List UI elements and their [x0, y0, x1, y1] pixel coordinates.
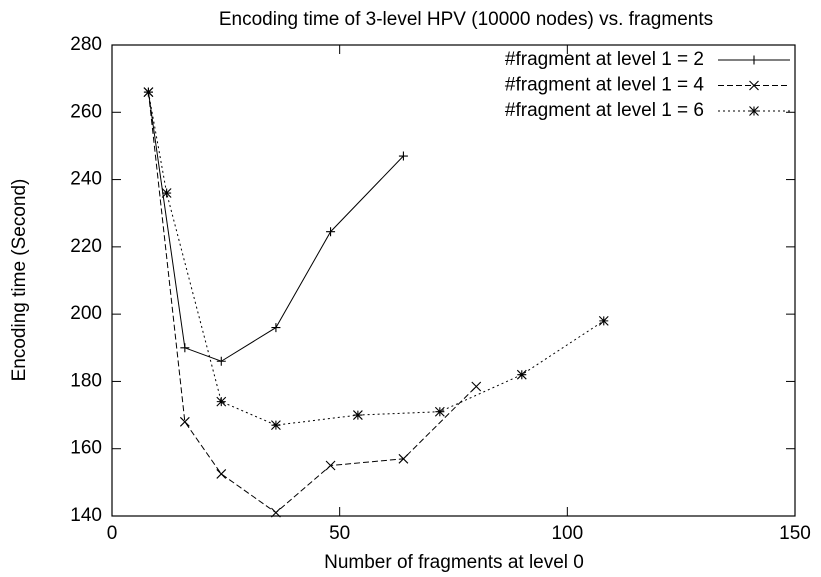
- point-marker: [161, 188, 172, 198]
- point-marker: [516, 369, 527, 380]
- legend-marker: [749, 80, 759, 91]
- point-marker: [471, 381, 482, 392]
- x-tick-label: 150: [779, 523, 811, 544]
- legend-label: #fragment at level 1 = 6: [505, 100, 704, 121]
- x-tick-label: 100: [551, 523, 583, 544]
- y-tick-label: 260: [70, 101, 102, 122]
- y-tick-label: 180: [70, 370, 102, 391]
- point-marker: [216, 356, 226, 366]
- series-line: [147, 92, 404, 362]
- x-tick-label: 50: [329, 523, 350, 544]
- legend-marker: [749, 106, 759, 116]
- point-marker: [271, 420, 281, 431]
- y-tick-label: 200: [70, 303, 102, 324]
- series-line: [147, 92, 605, 426]
- chart-title: Encoding time of 3-level HPV (10000 node…: [219, 9, 713, 30]
- point-marker: [179, 416, 190, 427]
- point-marker: [180, 343, 190, 353]
- x-tick-label: 0: [107, 523, 118, 544]
- point-marker: [434, 406, 445, 417]
- point-marker: [325, 460, 336, 471]
- y-tick-label: 160: [70, 438, 102, 459]
- point-marker: [143, 87, 154, 97]
- x-axis-label: Number of fragments at level 0: [324, 552, 584, 573]
- y-tick-label: 140: [70, 505, 102, 526]
- point-marker: [398, 151, 408, 161]
- legend-label: #fragment at level 1 = 2: [505, 49, 704, 70]
- point-marker: [352, 410, 363, 420]
- legend-marker: [749, 55, 759, 65]
- legend-label: #fragment at level 1 = 4: [505, 75, 705, 96]
- y-axis-label: Encoding time (Second): [9, 179, 30, 382]
- point-marker: [271, 323, 281, 333]
- y-tick-label: 280: [70, 34, 102, 55]
- series-line: [147, 92, 477, 514]
- y-tick-label: 240: [70, 169, 102, 190]
- point-marker: [326, 227, 336, 237]
- point-marker: [398, 453, 409, 464]
- y-tick-label: 220: [70, 236, 102, 257]
- plot-frame: [111, 44, 796, 517]
- point-marker: [271, 507, 281, 518]
- point-marker: [216, 396, 227, 407]
- point-marker: [216, 469, 227, 479]
- point-marker: [598, 315, 609, 326]
